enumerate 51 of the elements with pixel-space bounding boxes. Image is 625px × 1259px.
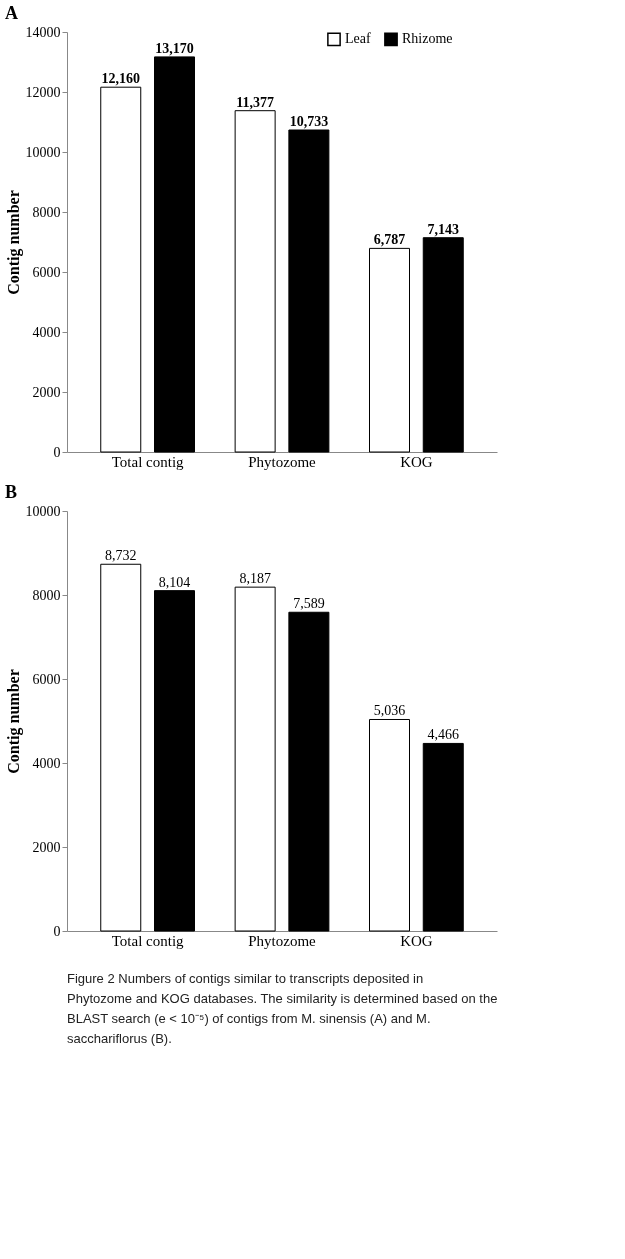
legend-label: Rhizome [402,31,453,47]
y-tick-label: 8000 [32,587,61,603]
bar [369,718,410,932]
data-label: 8,187 [239,571,271,587]
data-label: 8,104 [158,574,191,590]
x-tick-label: Phytozome [248,453,317,470]
legend-label: Leaf [345,31,371,47]
y-tick-label: 10000 [25,503,61,519]
y-tick-label: 4000 [32,755,61,771]
y-axis-title: Contig number [4,190,23,295]
y-tick-label: 14000 [25,24,61,40]
data-label: 6,787 [373,232,406,248]
y-tick-label: 0 [53,923,61,939]
bar [422,237,464,453]
data-label: 11,377 [236,94,274,110]
data-label: 8,732 [105,548,137,564]
x-tick-label: KOG [400,932,433,949]
x-tick-label: KOG [400,453,433,470]
bar [100,86,142,453]
data-label: 7,589 [293,596,325,612]
y-tick-label: 10000 [25,144,61,160]
x-tick-label: Total contig [111,453,185,470]
bar [100,563,142,932]
bar [234,586,276,932]
y-tick-label: 2000 [32,384,61,400]
y-tick-label: 8000 [32,204,61,220]
bar [154,56,195,453]
x-tick-label: Phytozome [248,932,317,949]
y-tick-label: 0 [53,444,61,460]
bar [288,129,330,453]
y-tick-label: 6000 [32,671,61,687]
data-label: 13,170 [155,40,194,56]
data-label: 12,160 [101,71,140,87]
caption: Figure 2 Numbers of contigs similar to transcripts deposited in Phytozome and KOG databases. The similarity is determined based on the BLAST search (e < 10⁻⁵) of contigs from M. sinensis (A) and M. sacchariflorus (B). [67,971,498,1046]
y-tick-label: 2000 [32,839,61,855]
y-tick-label: 6000 [32,264,61,280]
bar [369,247,410,453]
bar [234,110,276,453]
bar [422,742,464,932]
y-axis-title: Contig number [4,669,23,774]
data-label: 7,143 [427,221,459,237]
data-label: 10,733 [289,114,329,130]
bar [154,590,195,932]
y-tick-label: 12000 [25,84,61,100]
data-label: 4,466 [427,727,459,743]
data-label: 5,036 [373,703,406,719]
y-tick-label: 4000 [32,324,61,340]
chart-title: A [5,3,18,23]
bar [288,611,330,932]
x-tick-label: Total contig [111,932,185,949]
chart-title: B [5,482,18,502]
